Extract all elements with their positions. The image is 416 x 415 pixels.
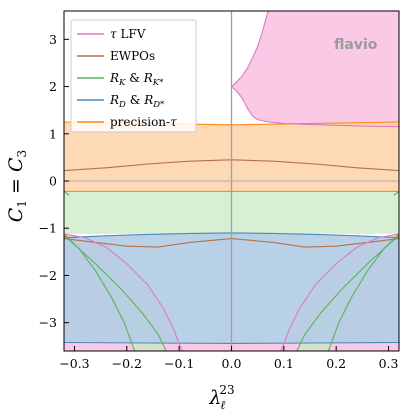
y-tick-label: −2 [39, 268, 57, 283]
x-tick-label: 0.2 [326, 356, 346, 371]
y-tick-label: −1 [39, 221, 57, 236]
legend-label: EWPOs [110, 49, 155, 63]
legend-entry-rk: RK & RK* [77, 71, 164, 88]
y-axis-label: C1 = C3 [5, 150, 29, 222]
y-tick-label: −3 [39, 315, 57, 330]
watermark: flavio [334, 37, 378, 53]
legend-label: RD & RD* [109, 93, 165, 110]
x-tick-label: −0.2 [112, 356, 142, 371]
legend-box [70, 19, 197, 133]
legend-label: precision-τ [110, 115, 177, 129]
legend: τ LFV EWPOs RK & RK* RD & RD* precision-… [70, 19, 197, 133]
tau-lfv-upper-mirror-line [231, 11, 269, 88]
rk-inner-left [64, 234, 167, 351]
rk-top-left [64, 190, 70, 196]
tau-lfv-lower-right-line [280, 233, 399, 351]
x-tick-label: −0.1 [164, 356, 194, 371]
y-tick-label: 2 [49, 79, 57, 94]
tau-lfv-region-upper [231, 11, 399, 127]
x-tick-label: 0.1 [274, 356, 294, 371]
legend-label: RK & RK* [109, 71, 164, 88]
legend-label: τ LFV [110, 27, 146, 41]
tau-lfv-upper-line [231, 86, 399, 128]
legend-entry-precision-tau: precision-τ [77, 115, 177, 129]
plot-layers [64, 11, 399, 351]
y-tick-label: 0 [49, 174, 57, 189]
x-tick-label: 0.0 [222, 356, 242, 371]
legend-entry-tau-lfv: τ LFV [77, 27, 146, 41]
tau-lfv-lower-left-line [64, 233, 183, 351]
legend-entry-rd: RD & RD* [77, 93, 165, 110]
rk-top-right [393, 190, 399, 196]
y-tick-label: 1 [49, 126, 57, 141]
x-tick-label: −0.3 [59, 356, 89, 371]
y-tick-label: 3 [49, 32, 57, 47]
x-tick-label: 0.3 [379, 356, 399, 371]
x-axis-label: λℓ23 [208, 383, 234, 412]
legend-entry-ewpo: EWPOs [77, 49, 155, 63]
rk-inner-right [296, 234, 399, 351]
ticks: −0.3 −0.2 −0.1 0.0 0.1 0.2 0.3 −3 −2 −1 0 1 2 3 [39, 32, 399, 371]
